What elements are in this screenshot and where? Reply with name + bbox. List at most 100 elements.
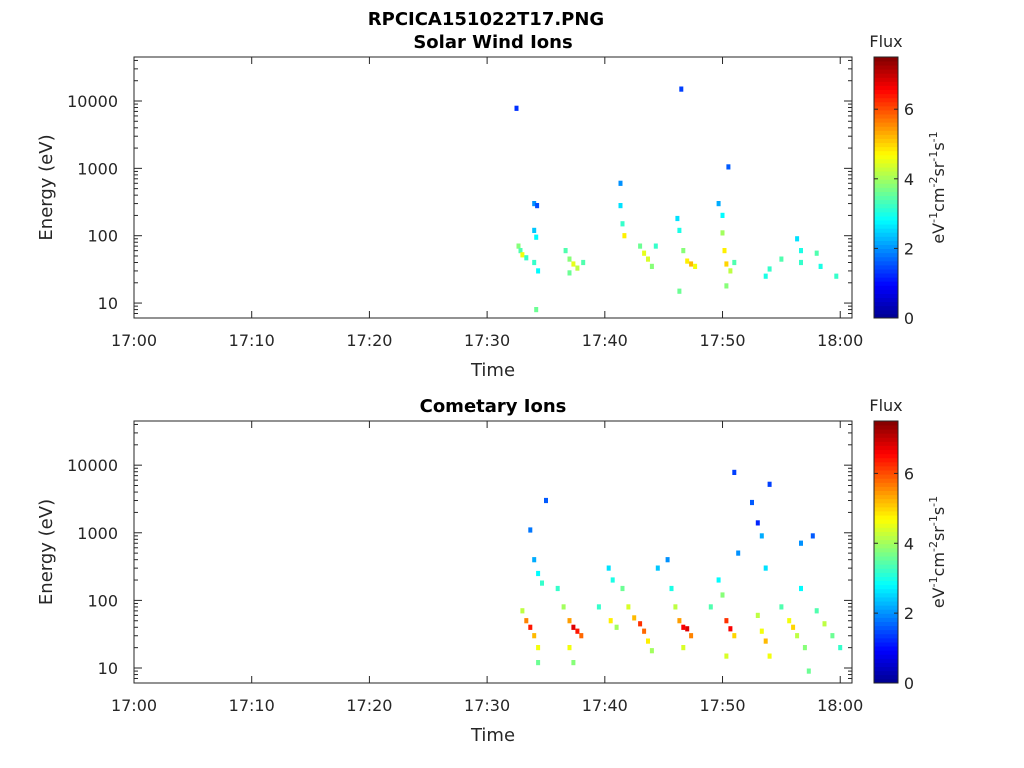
heatmap-cell: [822, 621, 827, 627]
colorbar-step: [874, 154, 898, 160]
colorbar-step: [874, 97, 898, 103]
x-axis-label: Time: [470, 360, 515, 381]
colorbar-step: [874, 232, 898, 237]
heatmap-cell: [767, 653, 772, 659]
heatmap-cell: [722, 248, 727, 254]
heatmap-cell: [532, 259, 537, 266]
colorbar-step: [874, 110, 898, 115]
colorbar-step: [874, 134, 898, 139]
colorbar-step: [874, 175, 898, 180]
colorbar-step: [874, 207, 898, 213]
heatmap-cell: [787, 618, 792, 624]
heatmap-cell: [555, 585, 560, 592]
heatmap-cell: [544, 497, 548, 504]
heatmap-cell: [632, 615, 637, 621]
heatmap-cell: [799, 585, 803, 592]
heatmap-cell: [799, 540, 803, 546]
colorbar-step: [874, 281, 898, 286]
heatmap-cell: [810, 533, 815, 539]
y-tick-label: 10: [98, 294, 118, 313]
colorbar-step: [874, 277, 898, 282]
colorbar-step: [874, 89, 898, 95]
heatmap-cell: [763, 638, 768, 644]
colorbar-step: [874, 474, 898, 479]
colorbar-step: [874, 457, 898, 463]
colorbar-title: Flux: [869, 396, 902, 415]
colorbar-tick-label: 2: [904, 604, 914, 623]
heatmap-cell: [534, 307, 539, 313]
heatmap-cell: [614, 624, 619, 630]
colorbar-step: [874, 662, 898, 668]
heatmap-cell: [728, 626, 733, 632]
panel-title: Solar Wind Ions: [413, 32, 572, 53]
heatmap-cell: [724, 283, 729, 289]
heatmap-cell: [567, 256, 572, 262]
heatmap-cell: [685, 626, 690, 632]
colorbar-step: [874, 105, 898, 111]
colorbar-step: [874, 584, 898, 590]
colorbar-step: [874, 674, 898, 680]
colorbar-step: [874, 650, 898, 655]
colorbar-tick-label: 6: [904, 100, 914, 119]
heatmap-cell: [779, 256, 784, 262]
colorbar-step: [874, 605, 898, 610]
panel-title: Cometary Ions: [420, 396, 567, 417]
heatmap-cell: [814, 608, 819, 614]
colorbar-step: [874, 678, 898, 684]
heatmap-cell: [720, 230, 725, 236]
heatmap-cell: [806, 668, 811, 674]
colorbar-step: [874, 126, 898, 131]
colorbar-step: [874, 93, 898, 99]
heatmap-cell: [620, 221, 625, 227]
colorbar-step: [874, 609, 898, 614]
x-tick-label: 17:50: [699, 331, 745, 350]
heatmap-cell: [759, 628, 764, 634]
colorbar-step: [874, 441, 898, 446]
y-tick-label: 1000: [77, 159, 118, 178]
colorbar-step: [874, 511, 898, 516]
heatmap-cell: [763, 273, 768, 279]
heatmap-cell: [665, 557, 670, 563]
heatmap-cell: [799, 248, 803, 254]
heatmap-cell: [638, 243, 643, 249]
colorbar-step: [874, 187, 898, 192]
colorbar-step: [874, 220, 898, 225]
colorbar-title: Flux: [869, 32, 902, 51]
colorbar-step: [874, 666, 898, 672]
heatmap-cell: [561, 604, 566, 610]
colorbar-step: [874, 494, 898, 500]
colorbar-step: [874, 560, 898, 565]
colorbar-step: [874, 531, 898, 537]
heatmap-cell: [534, 234, 539, 240]
colorbar: 0 2 4 6 Flux eV-1cm-2sr-1s-1: [869, 32, 948, 328]
heatmap-cell: [838, 645, 843, 651]
colorbar-step: [874, 527, 898, 532]
heatmap-cell: [720, 212, 725, 218]
x-tick-label: 17:00: [111, 331, 157, 350]
colorbar-step: [874, 576, 898, 582]
heatmap-cell: [755, 612, 760, 618]
heatmap-cell: [528, 624, 533, 630]
heatmap-cell: [532, 633, 537, 639]
colorbar-step: [874, 597, 898, 602]
heatmap-cell: [649, 648, 654, 654]
colorbar-step: [874, 195, 898, 201]
heatmap-cell: [791, 624, 796, 630]
heatmap-cell: [649, 263, 654, 269]
heatmap-cell: [716, 201, 721, 207]
colorbar-step: [874, 285, 898, 290]
plot-area: [133, 56, 853, 319]
colorbar-step: [874, 309, 898, 315]
colorbar-step: [874, 498, 898, 504]
colorbar-step: [874, 486, 898, 491]
colorbar-step: [874, 642, 898, 647]
colorbar-step: [874, 445, 898, 451]
colorbar-step: [874, 171, 898, 176]
colorbar-step: [874, 625, 898, 631]
colorbar-step: [874, 199, 898, 205]
colorbar-step: [874, 248, 898, 254]
heatmap-cell: [646, 638, 650, 644]
colorbar-step: [874, 629, 898, 635]
heatmap-cell: [732, 259, 737, 266]
